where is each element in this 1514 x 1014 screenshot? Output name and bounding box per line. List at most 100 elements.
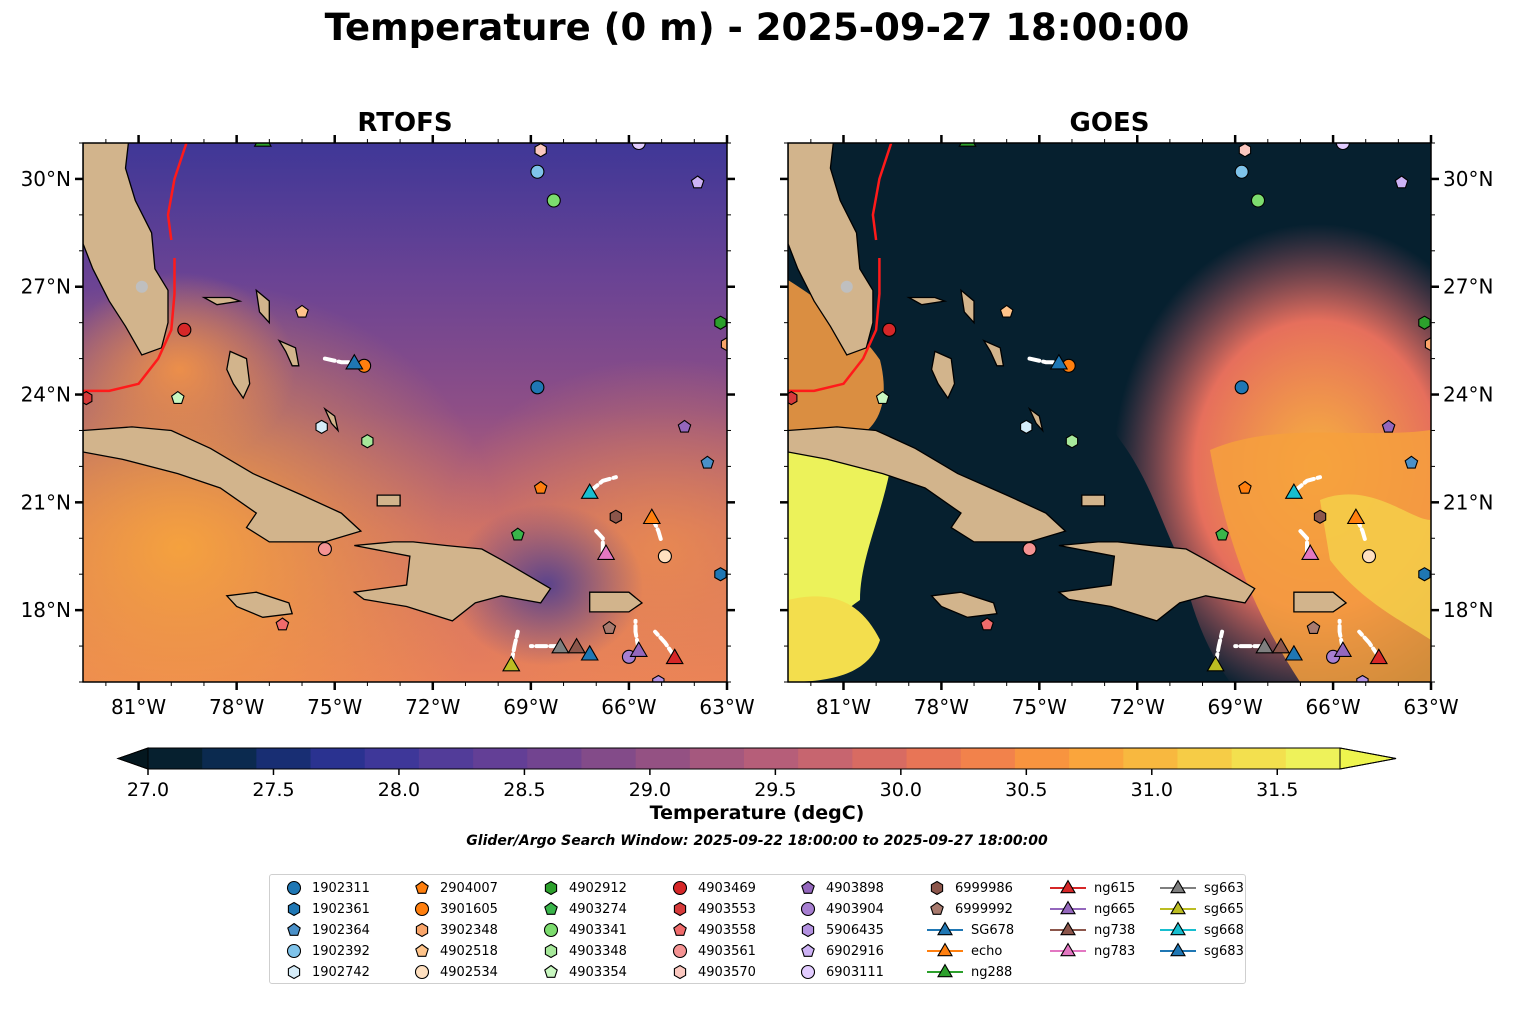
legend-label: 6999992 (955, 901, 1013, 917)
track-sg668 (587, 475, 618, 494)
legend-item-4903354: 4903354 (539, 962, 627, 982)
marker-ng783[interactable] (596, 543, 616, 560)
marker-4903341[interactable] (1250, 193, 1266, 208)
marker-sg668[interactable] (1284, 483, 1304, 499)
marker-3902348[interactable] (720, 337, 732, 352)
legend-label: 4903274 (569, 901, 627, 917)
marker-6902916[interactable] (1394, 175, 1409, 189)
legend-symbol-4903558 (673, 922, 687, 936)
marker-5906435[interactable] (1356, 674, 1369, 689)
legend-item-1902742: 1902742 (282, 962, 370, 982)
marker-1902311[interactable] (1234, 380, 1249, 395)
marker-4903558[interactable] (980, 617, 994, 631)
marker-5906435[interactable] (652, 674, 665, 689)
marker-1902392[interactable] (530, 164, 545, 179)
marker-ng738[interactable] (1271, 637, 1291, 654)
marker-4903354[interactable] (170, 390, 185, 404)
marker-6999986[interactable] (1313, 509, 1327, 524)
marker-4903561[interactable] (317, 541, 332, 557)
marker-ng665[interactable] (1333, 641, 1353, 657)
marker-4902534[interactable] (1361, 549, 1377, 564)
marker-1902742[interactable] (315, 419, 328, 435)
marker-4903570[interactable] (534, 143, 547, 158)
marker-3902348[interactable] (1424, 337, 1436, 352)
marker-ng288[interactable] (958, 132, 977, 147)
marker-4903348[interactable] (1065, 434, 1079, 449)
land-hispaniola (1057, 541, 1256, 622)
colorbar-outline (116, 747, 1397, 770)
legend-item-sg683: sg683 (1158, 941, 1244, 961)
marker-4903561[interactable] (1022, 541, 1037, 557)
marker-4903341[interactable] (546, 193, 561, 208)
marker-4903553[interactable] (786, 390, 798, 406)
marker-4903274[interactable] (1215, 527, 1229, 541)
legend-symbol-1902392 (286, 943, 302, 959)
marker-ng615[interactable] (665, 648, 684, 665)
marker-4903570[interactable] (1238, 143, 1252, 158)
marker-echo[interactable] (1346, 508, 1366, 525)
marker-sg668[interactable] (580, 483, 599, 499)
legend-symbol-sg668 (1160, 921, 1196, 936)
marker-echo[interactable] (642, 508, 661, 525)
marker-4903898[interactable] (1381, 419, 1396, 433)
legend-item-echo: echo (925, 941, 1002, 961)
colorbar-segment (1123, 748, 1179, 769)
legend-item-4902912: 4902912 (539, 878, 627, 898)
marker-6999992[interactable] (602, 620, 617, 634)
legend-label: 4903570 (698, 964, 756, 980)
legend-symbol-4902534 (414, 964, 430, 980)
marker-sg683[interactable] (1284, 644, 1304, 661)
marker-4903898[interactable] (677, 419, 692, 433)
colorbar-segment (960, 748, 1016, 769)
legend-symbol-SG678 (927, 921, 963, 936)
marker-sg665[interactable] (502, 655, 521, 672)
marker-4902912[interactable] (1418, 315, 1431, 330)
marker-1902364[interactable] (700, 455, 715, 469)
marker-6902916[interactable] (690, 175, 705, 189)
marker-4902912[interactable] (714, 315, 727, 330)
marker-4902518[interactable] (295, 304, 309, 318)
marker-4903558[interactable] (275, 617, 290, 631)
marker-ng783[interactable] (1301, 543, 1320, 560)
marker-ng615[interactable] (1369, 648, 1388, 665)
marker-ng288[interactable] (253, 132, 272, 147)
marker-4903348[interactable] (361, 434, 374, 449)
marker-1902742[interactable] (1020, 419, 1033, 435)
marker-1902392[interactable] (1234, 164, 1249, 179)
marker-6999986[interactable] (609, 509, 623, 524)
land-inagua (1081, 494, 1106, 507)
marker-ng738[interactable] (567, 637, 586, 654)
x-tick-label: 78°W (209, 695, 264, 719)
marker-4903553[interactable] (81, 390, 93, 406)
legend-label: 3902348 (440, 922, 498, 938)
marker-6903111[interactable] (631, 137, 646, 151)
marker-sg665[interactable] (1206, 655, 1225, 672)
marker-6999992[interactable] (1306, 620, 1321, 634)
marker-ng665[interactable] (629, 641, 648, 657)
marker-2904007[interactable] (533, 480, 548, 494)
marker-1902364[interactable] (1404, 455, 1419, 469)
track-ng615 (653, 629, 677, 659)
marker-SG678[interactable] (345, 353, 364, 370)
colorbar-tick-label: 27.0 (127, 779, 169, 801)
marker-1902361[interactable] (1418, 567, 1431, 582)
marker-4902534[interactable] (657, 549, 672, 564)
colorbar-segment (256, 748, 312, 769)
x-tick-label: 69°W (1208, 695, 1263, 719)
marker-1902311[interactable] (530, 380, 545, 395)
marker-4903354[interactable] (875, 390, 890, 404)
marker-sg663[interactable] (551, 637, 570, 654)
marker-2904007[interactable] (1238, 480, 1252, 494)
legend-label: 1902742 (312, 964, 370, 980)
marker-SG678[interactable] (1049, 353, 1069, 370)
marker-4903274[interactable] (510, 527, 525, 541)
marker-4902518[interactable] (999, 304, 1014, 318)
marker-6903111[interactable] (1335, 137, 1350, 151)
colorbar-tick-label: 28.0 (378, 779, 420, 801)
legend-symbol-sg665 (1160, 900, 1196, 915)
marker-sg663[interactable] (1255, 637, 1274, 654)
marker-sg683[interactable] (580, 644, 599, 661)
marker-4903469[interactable] (177, 322, 192, 337)
marker-1902361[interactable] (714, 567, 727, 582)
marker-4903469[interactable] (882, 322, 897, 337)
